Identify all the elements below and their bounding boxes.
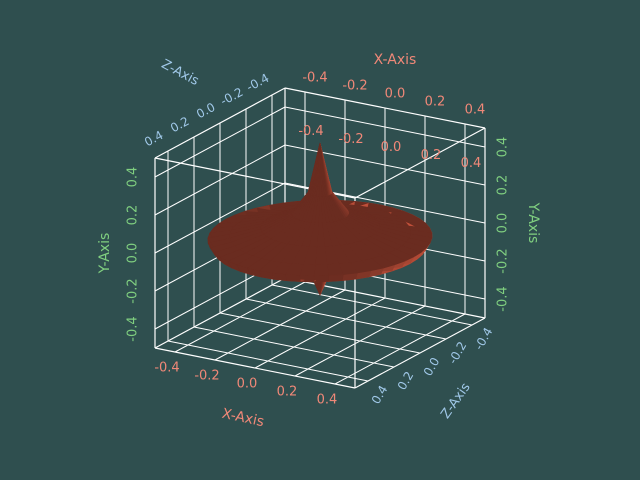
y-tick-label: 0.2 (496, 175, 511, 196)
box-edge (154, 347, 356, 389)
surface-facet (313, 275, 330, 283)
box-edge (354, 317, 486, 389)
surface-facet (284, 274, 301, 282)
surface-facet (313, 264, 330, 277)
grid-line (219, 312, 421, 354)
z-axis-title: Z-Axis (438, 380, 473, 422)
z-tick-label: -0.4 (472, 325, 496, 352)
surface-facet (214, 252, 225, 265)
y-axis-title: Y-Axis (525, 202, 541, 244)
x-tick-label: 0.4 (465, 103, 486, 118)
x-tick-label: 0.2 (425, 95, 446, 110)
box-edge (284, 87, 486, 129)
x-axis-title: X-Axis (374, 52, 417, 68)
z-axis-title: Z-Axis (159, 57, 202, 89)
z-tick-label: 0.4 (369, 383, 391, 407)
x-inner-tick-label: 0.4 (461, 156, 482, 171)
x-inner-tick-label: -0.4 (298, 124, 323, 139)
surface-facet (271, 272, 288, 282)
y-tick-label: 0.4 (126, 167, 141, 188)
y-tick-label: -0.4 (496, 286, 511, 311)
y-tick-label: -0.2 (126, 278, 141, 303)
y-tick-label: -0.2 (496, 248, 511, 273)
z-tick-label: -0.2 (218, 85, 245, 108)
z-tick-label: 0.2 (395, 369, 417, 393)
surface-facet (314, 246, 328, 266)
z-tick-label: 0.4 (142, 128, 165, 149)
surface-facet (328, 274, 344, 282)
grid-line (154, 144, 286, 216)
box-edge (154, 87, 286, 159)
x-tick-label: 0.0 (237, 377, 258, 392)
x-tick-label: -0.4 (154, 361, 179, 376)
y-tick-label: 0.4 (496, 137, 511, 158)
x-inner-tick-label: 0.2 (421, 148, 442, 163)
grid-line (154, 182, 286, 254)
z-tick-label: 0.2 (168, 114, 191, 135)
z-tick-label: -0.2 (446, 339, 470, 366)
box-edge (154, 277, 286, 349)
x-axis-title: X-Axis (220, 406, 265, 431)
x-tick-label: -0.2 (194, 369, 219, 384)
grid-line (294, 305, 426, 377)
x-tick-label: -0.4 (302, 71, 327, 86)
x-inner-tick-label: 0.0 (381, 140, 402, 155)
grid-line (167, 340, 369, 382)
x-tick-label: 0.2 (277, 385, 298, 400)
box-edge (354, 127, 486, 199)
grid-line (154, 106, 286, 178)
y-tick-label: 0.2 (126, 205, 141, 226)
grid-line (193, 326, 395, 368)
z-tick-label: 0.0 (194, 100, 217, 121)
grid-line (334, 313, 466, 385)
surface (207, 142, 433, 296)
z-tick-label: 0.0 (421, 355, 443, 379)
y-tick-label: 0.0 (126, 243, 141, 264)
x-inner-tick-label: -0.2 (338, 132, 363, 147)
x-tick-label: 0.4 (317, 393, 338, 408)
y-tick-label: 0.0 (496, 213, 511, 234)
grid-line (284, 106, 486, 148)
x-tick-label: 0.0 (385, 87, 406, 102)
y-axis-title: Y-Axis (97, 233, 113, 275)
y-tick-label: -0.4 (126, 316, 141, 341)
z-tick-label: -0.4 (244, 71, 271, 94)
x-tick-label: -0.2 (342, 79, 367, 94)
